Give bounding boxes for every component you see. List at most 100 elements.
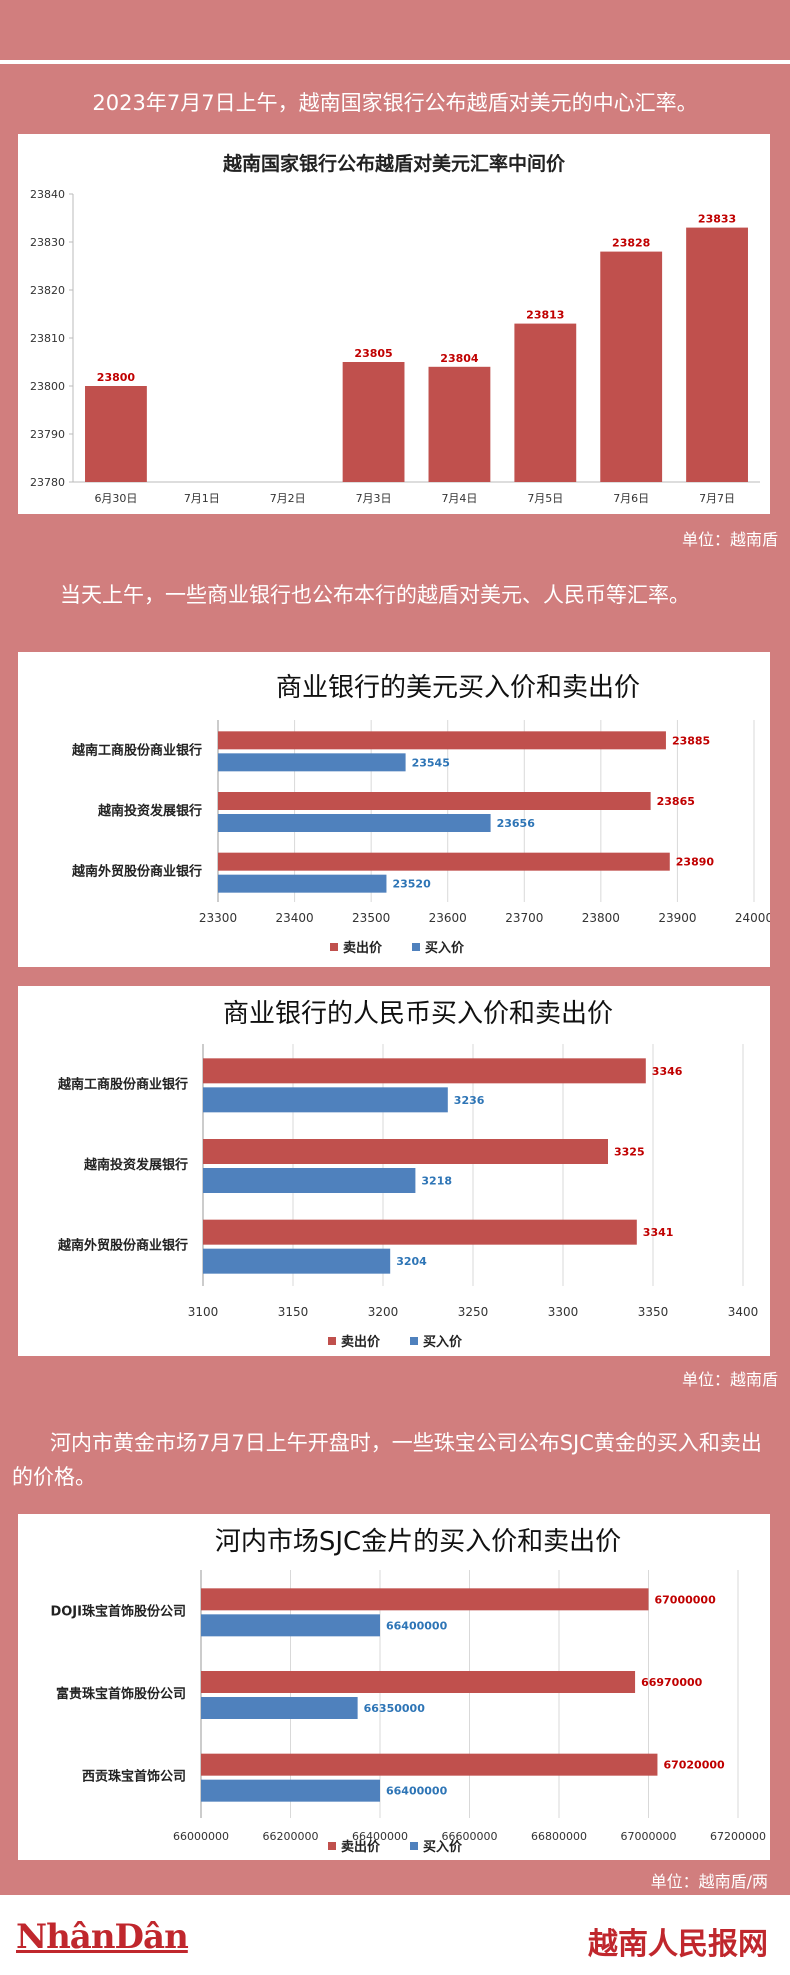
category-label: 越南外贸股份商业银行 [57, 1238, 188, 1254]
caption-commercial-banks: 当天上午，一些商业银行也公布本行的越盾对美元、人民币等汇率。 [60, 583, 690, 607]
caption-central-rate: 2023年7月7日上午，越南国家银行公布越盾对美元的中心汇率。 [92, 91, 698, 115]
x-tick-label: 23800 [582, 911, 620, 925]
chart-sjc-gold: 河内市场SJC金片的买入价和卖出价 66000000 66200000 6640000… [50, 1527, 766, 1855]
legend-swatch-buy [410, 1842, 418, 1850]
buy-bar [201, 1614, 380, 1637]
buy-data-label: 3236 [454, 1094, 485, 1107]
legend-swatch-buy [412, 943, 420, 951]
category-label: 越南工商股份商业银行 [57, 1076, 188, 1092]
category-label: 富贵珠宝首饰股份公司 [56, 1686, 186, 1702]
top-divider [0, 60, 790, 64]
x-tick-label: 67000000 [621, 1830, 677, 1843]
buy-bar [218, 874, 387, 893]
x-tick-label: 23500 [352, 911, 390, 925]
legend-label-buy: 买入价 [423, 1840, 463, 1855]
data-label: 23828 [612, 237, 650, 250]
unit-label-3: 单位：越南盾/两 [650, 1872, 768, 1891]
chart-panel-usd: 商业银行的美元买入价和卖出价 23300 23400 23500 23600 23700 2… [18, 652, 773, 967]
x-tick-label: 7月1日 [184, 492, 220, 505]
x-tick-label: 23600 [429, 911, 467, 925]
x-tick-label: 7月4日 [441, 492, 477, 505]
x-tick-label: 7月6日 [613, 492, 649, 505]
x-tick-label: 7月2日 [270, 492, 306, 505]
sell-bar [201, 1671, 636, 1693]
buy-data-label: 23545 [412, 756, 450, 769]
buy-bar [201, 1779, 380, 1802]
x-tick-label: 3100 [188, 1305, 219, 1319]
sell-bar [203, 1058, 646, 1084]
bar [600, 251, 663, 482]
buy-data-label: 3204 [396, 1255, 427, 1268]
category-label: 越南外贸股份商业银行 [71, 864, 202, 880]
x-tick-label: 3150 [278, 1305, 309, 1319]
sell-data-label: 67020000 [663, 1759, 725, 1772]
x-tick-label: 7月3日 [356, 492, 392, 505]
chart-title: 商业银行的美元买入价和卖出价 [276, 673, 640, 703]
y-tick-label: 23810 [30, 332, 65, 345]
buy-data-label: 66400000 [386, 1619, 448, 1632]
legend-label-sell: 卖出价 [341, 1839, 381, 1855]
buy-data-label: 3218 [421, 1175, 452, 1188]
buy-data-label: 66400000 [386, 1785, 448, 1798]
sell-bar [218, 731, 666, 750]
x-tick-label: 3250 [458, 1305, 489, 1319]
y-tick-label: 23830 [30, 236, 65, 249]
sell-data-label: 3346 [652, 1065, 683, 1078]
legend-swatch-sell [330, 943, 338, 951]
category-label: DOJI珠宝首饰股份公司 [50, 1603, 186, 1619]
x-tick-label: 3350 [638, 1305, 669, 1319]
sell-data-label: 66970000 [641, 1676, 703, 1689]
sell-bar [203, 1139, 608, 1164]
bar [686, 227, 748, 482]
chart-panel-gold: 河内市场SJC金片的买入价和卖出价 66000000 66200000 6640000… [18, 1514, 770, 1860]
bar [428, 366, 491, 482]
buy-data-label: 23520 [392, 878, 431, 891]
bar [514, 323, 577, 482]
x-tick-label: 66600000 [442, 1830, 498, 1843]
sell-bar [203, 1219, 637, 1245]
nhandan-logo[interactable]: NhânDân [16, 1917, 189, 1957]
x-tick-label: 67200000 [710, 1830, 766, 1843]
sell-bar [201, 1588, 649, 1611]
chart-panel-central-rate: 越南国家银行公布越盾对美元汇率中间价 23780 23790 23800 23810 23… [18, 134, 770, 514]
legend-swatch-buy [410, 1337, 418, 1345]
x-tick-label: 7月5日 [527, 492, 563, 505]
unit-label-1: 单位：越南盾 [681, 530, 778, 549]
sell-data-label: 3325 [614, 1146, 645, 1159]
x-tick-label: 66000000 [173, 1830, 229, 1843]
site-name-logo[interactable]: 越南人民报网 [588, 1927, 768, 1962]
buy-bar [201, 1697, 358, 1719]
data-label: 23800 [97, 371, 136, 384]
chart-title: 商业银行的人民币买入价和卖出价 [223, 999, 613, 1029]
bar [342, 362, 405, 482]
sell-data-label: 23865 [657, 795, 695, 808]
x-tick-label: 7月7日 [699, 492, 735, 505]
legend-label-sell: 卖出价 [343, 940, 383, 956]
buy-bar [218, 814, 491, 832]
sell-bar [201, 1753, 658, 1776]
unit-label-2: 单位：越南盾 [681, 1370, 778, 1389]
x-tick-label: 66400000 [352, 1830, 408, 1843]
chart-cny-rates: 商业银行的人民币买入价和卖出价 3100 3150 3200 3250 3300 3350 3… [57, 999, 759, 1350]
sell-bar [218, 852, 670, 871]
x-tick-label: 23400 [275, 911, 313, 925]
footer-bar: NhânDân 越南人民报网 [0, 1895, 790, 1975]
category-label: 越南投资发展银行 [83, 1157, 188, 1173]
data-label: 23805 [354, 347, 392, 360]
buy-bar [203, 1168, 416, 1193]
buy-data-label: 23656 [497, 817, 536, 830]
caption-gold-market: 河内市黄金市场7月7日上午开盘时，一些珠宝公司公布SJC黄金的买入和卖出的价格。 [12, 1431, 762, 1489]
sell-data-label: 23885 [672, 734, 710, 747]
y-tick-label: 23800 [30, 380, 65, 393]
chart-central-rate: 越南国家银行公布越盾对美元汇率中间价 23780 23790 23800 23810 23… [30, 152, 760, 505]
legend-swatch-sell [328, 1842, 336, 1850]
data-label: 23813 [526, 309, 564, 322]
buy-data-label: 66350000 [364, 1702, 426, 1715]
y-tick-label: 23790 [30, 428, 65, 441]
x-tick-label: 3400 [728, 1305, 759, 1319]
x-tick-label: 6月30日 [94, 492, 137, 505]
data-label: 23804 [440, 352, 479, 365]
legend-label-sell: 卖出价 [341, 1334, 381, 1350]
sell-data-label: 23890 [676, 856, 715, 869]
chart-title: 越南国家银行公布越盾对美元汇率中间价 [222, 152, 566, 175]
